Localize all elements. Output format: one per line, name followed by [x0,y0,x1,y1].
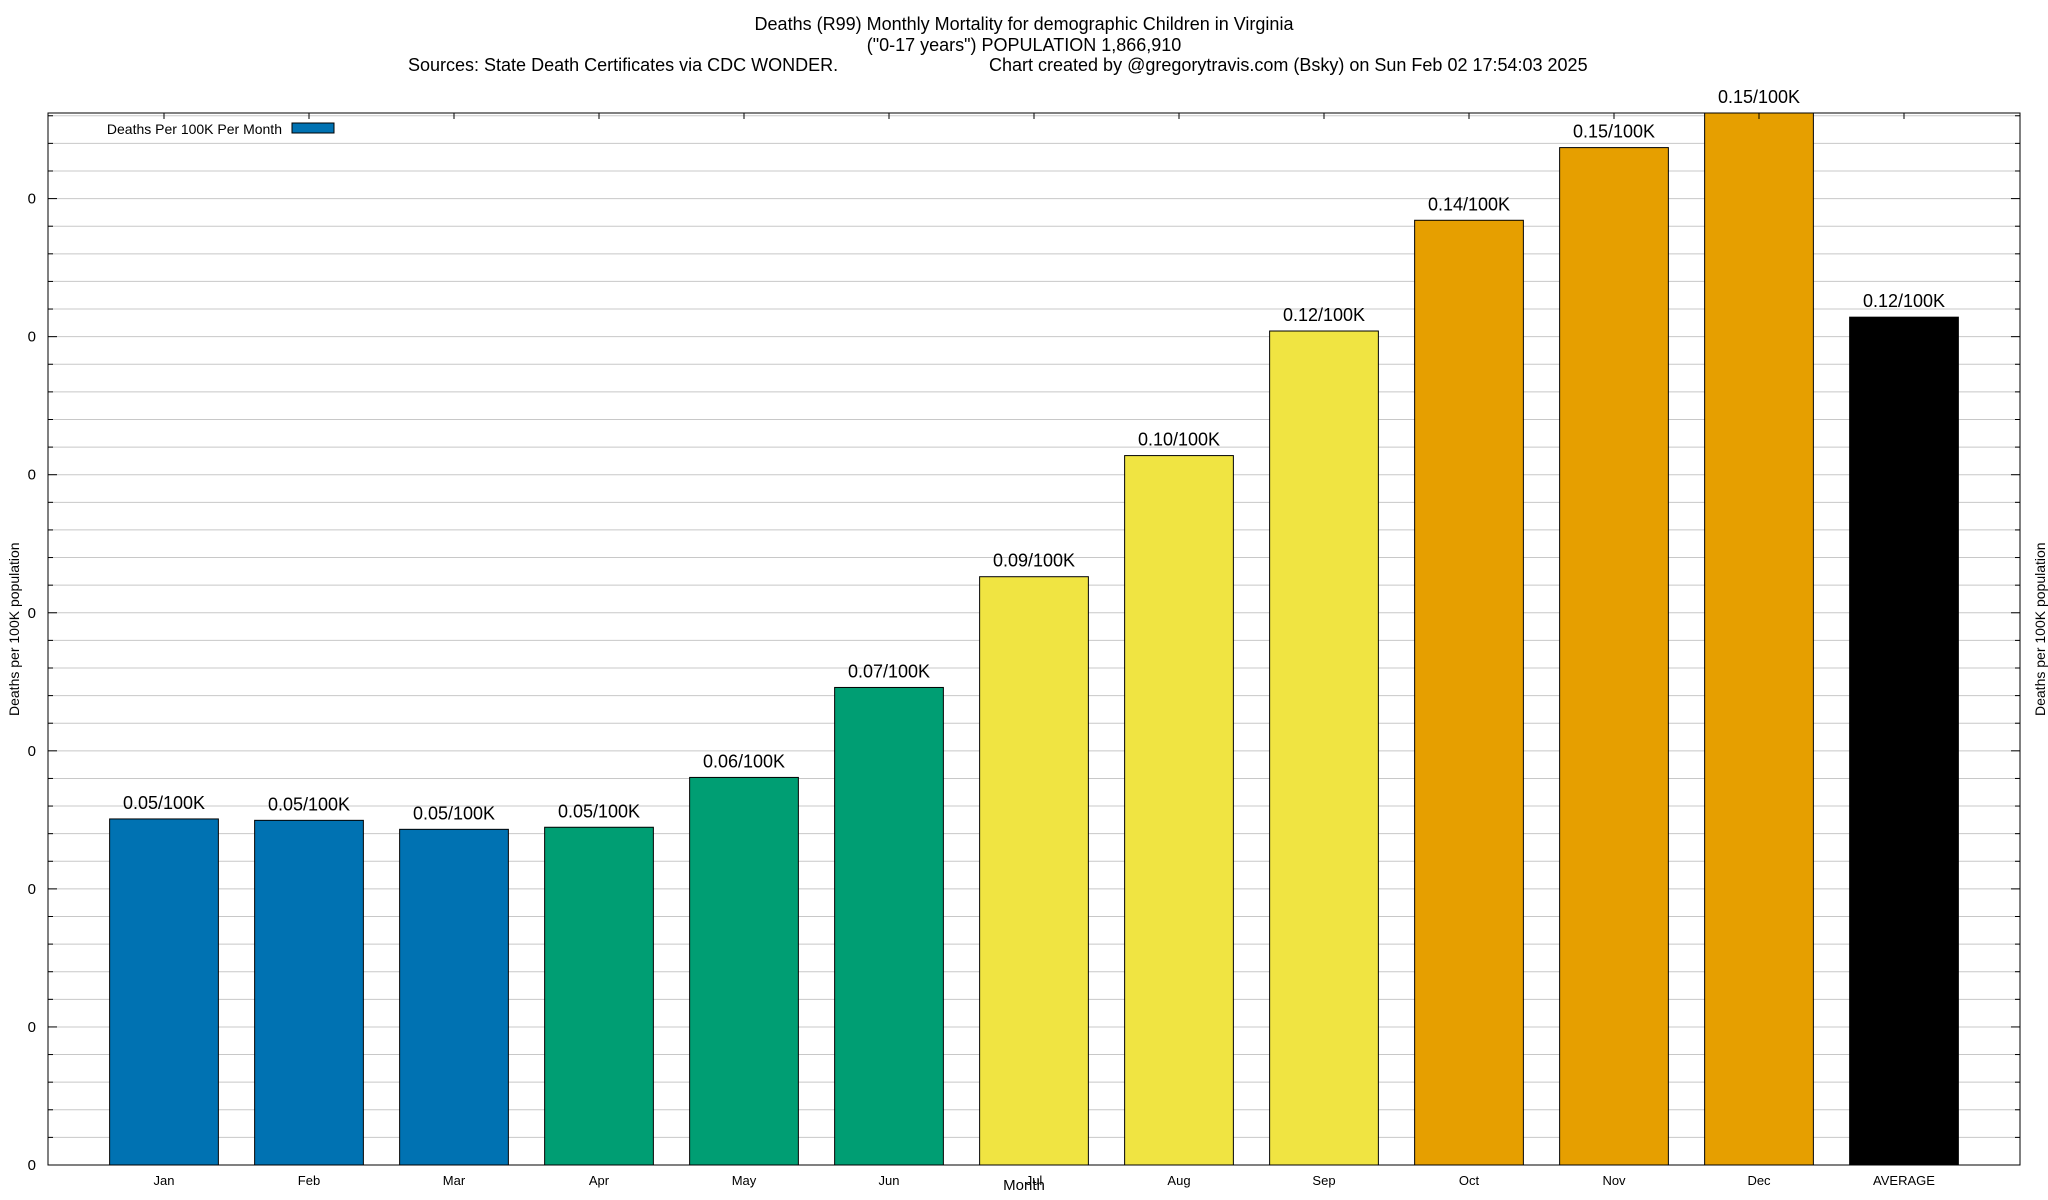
bar-feb [254,819,364,1166]
bar-sep [1269,330,1379,1166]
y-tick-label: 0 [28,881,36,898]
bar-aug [1124,455,1234,1166]
bar-jan [109,818,219,1166]
x-tick-label: Aug [1167,1173,1190,1188]
x-axis-label: Month [1003,1177,1045,1194]
data-label: 0.15/100K [1573,122,1655,142]
x-tick-label: Jul [1026,1173,1043,1188]
chart-credit: Chart created by @gregorytravis.com (Bsk… [989,55,1588,75]
plot-frame [47,112,2021,1166]
y-tick-label: 0 [28,191,36,208]
data-label: 0.12/100K [1863,291,1945,311]
x-tick-label: Jan [154,1173,175,1188]
data-label: 0.12/100K [1283,305,1365,325]
bar-dec [1704,112,1814,1166]
x-tick-label: Jun [879,1173,900,1188]
x-tick-label: May [732,1173,757,1188]
y-tick-label: 0 [28,329,36,346]
y-tick-label: 0 [28,467,36,484]
chart-subtitle: ("0-17 years") POPULATION 1,866,910 [866,35,1182,55]
legend-label: Deaths Per 100K Per Month [107,121,282,137]
chart-title: Deaths (R99) Monthly Mortality for demog… [754,14,1294,34]
bar-jun [834,686,944,1166]
x-tick-label: Mar [443,1173,466,1188]
bar-jul [979,576,1089,1166]
data-label: 0.10/100K [1138,430,1220,450]
x-tick-label: Feb [298,1173,320,1188]
bar-labels: 0.05/100K 0.05/100K 0.05/100K 0.05/100K 0.06… [123,87,1945,823]
data-label: 0.14/100K [1428,194,1510,214]
chart-sources: Sources: State Death Certificates via CD… [408,55,839,75]
x-tick-label: Nov [1602,1173,1626,1188]
x-tick-label: AVERAGE [1873,1173,1935,1188]
data-label: 0.09/100K [993,551,1075,571]
data-label: 0.05/100K [268,794,350,814]
axis-ticks: 0 0 0 0 0 0 0 0 Jan Feb Mar Apr May Jun Jul Aug Sep Oct No… [28,113,2020,1188]
legend-swatch [291,122,335,134]
bars [109,112,1959,1166]
y-tick-label: 0 [28,605,36,622]
legend: Deaths Per 100K Per Month [107,121,335,137]
bar-may [689,776,799,1166]
data-label: 0.05/100K [558,801,640,821]
x-tick-label: Dec [1747,1173,1771,1188]
data-label: 0.07/100K [848,661,930,681]
x-tick-label: Apr [589,1173,610,1188]
bar-oct [1414,219,1524,1166]
x-tick-label: Oct [1459,1173,1480,1188]
grid-lines [48,115,2020,1138]
data-label: 0.05/100K [123,793,205,813]
bar-apr [544,826,654,1166]
y-tick-label: 0 [28,1019,36,1036]
y-tick-label: 0 [28,1157,36,1174]
bar-average [1849,316,1959,1166]
data-label: 0.15/100K [1718,87,1800,107]
data-label: 0.05/100K [413,803,495,823]
y-tick-label: 0 [28,743,36,760]
data-label: 0.06/100K [703,751,785,771]
bar-nov [1559,147,1669,1166]
x-tick-label: Sep [1312,1173,1335,1188]
bar-mar [399,828,509,1166]
